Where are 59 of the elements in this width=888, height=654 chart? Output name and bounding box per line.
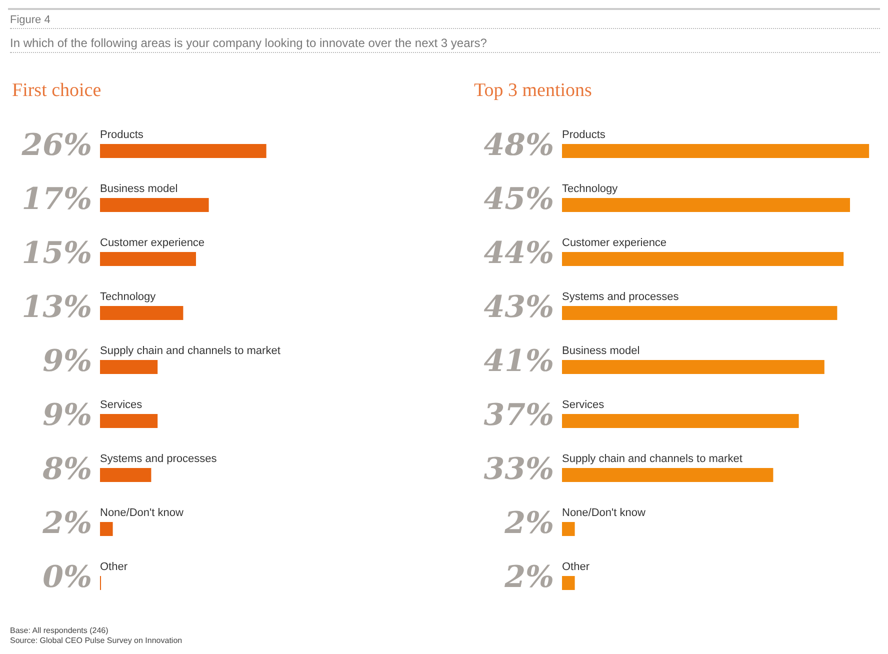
data-label: 43% <box>484 290 554 325</box>
bar <box>562 198 850 212</box>
bar <box>562 144 870 158</box>
data-label: 13% <box>22 290 92 325</box>
bar <box>100 360 158 374</box>
bar <box>100 252 196 266</box>
data-label: 2% <box>42 506 92 541</box>
data-label: 17% <box>22 182 92 217</box>
y-tick-label: Products <box>100 129 144 141</box>
source-note: Source: Global CEO Pulse Survey on Innovation <box>10 636 182 645</box>
y-tick-label: Systems and processes <box>100 453 218 465</box>
data-label: 41% <box>484 344 554 379</box>
bar <box>562 468 774 482</box>
bar <box>562 360 824 374</box>
data-label: 48% <box>484 128 554 163</box>
data-label: 9% <box>42 398 92 433</box>
data-label: 37% <box>484 398 554 433</box>
y-tick-label: Other <box>100 561 128 573</box>
data-label: 45% <box>484 182 554 217</box>
chart-title: Top 3 mentions <box>474 80 593 102</box>
y-tick-label: Products <box>562 129 606 141</box>
bar <box>562 522 575 536</box>
y-tick-label: Services <box>562 399 605 411</box>
y-tick-label: Supply chain and channels to market <box>562 453 742 465</box>
data-label: 26% <box>20 128 92 163</box>
bar <box>100 144 266 158</box>
y-tick-label: Customer experience <box>562 237 667 249</box>
y-tick-label: Other <box>562 561 590 573</box>
text: In which of the following areas is your company looking to innovate over the next 3 years? <box>10 36 880 53</box>
bar <box>100 306 184 320</box>
data-label: 2% <box>504 506 554 541</box>
text: Base: All respondents (246) <box>10 626 108 635</box>
data-label: 2% <box>504 560 554 595</box>
data-label: 0% <box>42 560 92 595</box>
y-tick-label: Business model <box>562 345 640 357</box>
data-label: 15% <box>22 236 92 271</box>
y-tick-label: None/Don't know <box>562 507 646 519</box>
y-tick-label: Customer experience <box>100 237 205 249</box>
y-tick-label: Services <box>100 399 143 411</box>
data-label: 44% <box>484 236 554 271</box>
y-tick-label: Systems and processes <box>562 291 680 303</box>
bar <box>100 522 113 536</box>
y-tick-label: Supply chain and channels to market <box>100 345 280 357</box>
bar <box>562 576 575 590</box>
y-tick-label: None/Don't know <box>100 507 184 519</box>
y-tick-label: Business model <box>100 183 178 195</box>
caption: Figure 4 <box>10 14 880 29</box>
bar <box>562 252 844 266</box>
bar <box>100 468 152 482</box>
y-tick-label: Technology <box>562 183 618 195</box>
bar <box>562 306 838 320</box>
data-label: 8% <box>42 452 92 487</box>
chart-title: First choice <box>12 80 102 102</box>
data-label: 33% <box>484 452 554 487</box>
bar <box>100 198 209 212</box>
data-label: 9% <box>42 344 92 379</box>
y-tick-label: Technology <box>100 291 156 303</box>
bar <box>100 414 158 428</box>
bar <box>562 414 799 428</box>
